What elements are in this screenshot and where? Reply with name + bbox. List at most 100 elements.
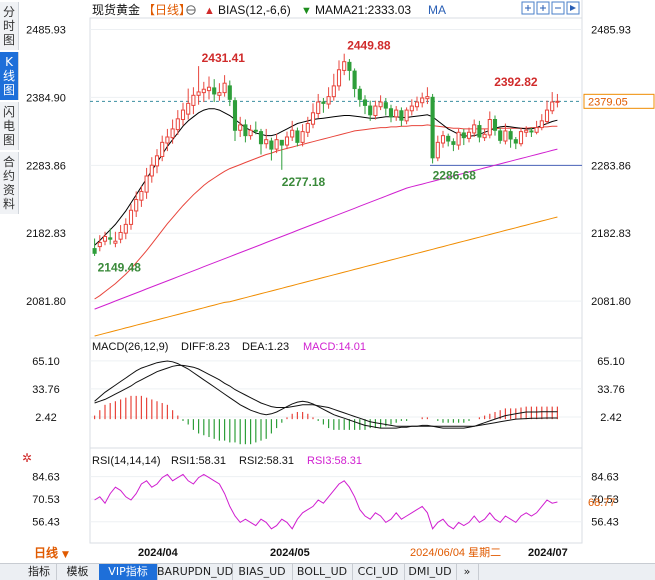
date-label-jul: 2024/07 bbox=[528, 547, 568, 559]
macd-diff: DIFF:8.23 bbox=[181, 341, 230, 353]
rsi-tick-right: 70.53 bbox=[591, 494, 619, 506]
tab-more[interactable]: » bbox=[456, 564, 479, 580]
candle-body bbox=[508, 131, 513, 140]
ma-orange-line bbox=[94, 216, 558, 337]
candle-body bbox=[347, 61, 352, 71]
rsi-rsi3: RSI3:58.31 bbox=[307, 455, 362, 467]
tab-boll-ud[interactable]: BOLL_UD bbox=[292, 564, 353, 580]
rsi-tick-left: 84.63 bbox=[32, 472, 60, 484]
scroll-right-icon-glyph bbox=[570, 5, 576, 11]
candle-body bbox=[513, 139, 518, 144]
macd-dea-line bbox=[94, 364, 558, 427]
candle-body bbox=[92, 248, 97, 254]
candle-body bbox=[274, 139, 279, 150]
header-period: 【日线】 bbox=[143, 3, 191, 17]
candle-body bbox=[310, 112, 316, 125]
price-tick-right: 2485.93 bbox=[591, 24, 631, 36]
price-tick-left: 2485.93 bbox=[26, 24, 66, 36]
macd-tick-left: 65.10 bbox=[32, 356, 60, 368]
candle-body bbox=[118, 231, 123, 240]
period-selector-button[interactable]: 日线 ▼ bbox=[18, 544, 90, 562]
candle-body bbox=[144, 175, 149, 193]
candle-body bbox=[134, 199, 139, 212]
candles bbox=[92, 53, 560, 256]
candle-body bbox=[331, 85, 336, 98]
current-price-label: 2379.05 bbox=[588, 96, 628, 108]
annotation-high-1: 2431.41 bbox=[202, 51, 246, 65]
candle-body bbox=[139, 190, 144, 201]
candle-body bbox=[243, 124, 248, 137]
candle-body bbox=[217, 92, 222, 96]
candle-body bbox=[212, 87, 217, 95]
candle-body bbox=[258, 131, 264, 145]
candle-body bbox=[388, 108, 394, 118]
candle-body bbox=[420, 97, 425, 104]
candle-body bbox=[222, 82, 227, 94]
candle-body bbox=[446, 135, 451, 142]
candle-body bbox=[316, 101, 321, 114]
tab-lightning[interactable]: 闪电图 bbox=[0, 102, 19, 150]
rsi-current-label: 68.77 bbox=[588, 497, 616, 509]
price-grid: 2485.932485.932384.902384.902283.862283.… bbox=[26, 24, 655, 308]
tab-dmi-ud-label: DMI_UD bbox=[408, 565, 452, 578]
macd-tick-right: 33.76 bbox=[597, 384, 625, 396]
candle-body bbox=[290, 129, 295, 138]
tab-kline[interactable]: K线图 bbox=[0, 52, 19, 100]
candle-body bbox=[378, 101, 383, 108]
rsi-tick-left: 56.43 bbox=[32, 517, 60, 529]
macd-tick-left: 2.42 bbox=[35, 412, 56, 424]
candle-body bbox=[368, 105, 373, 116]
tab-kline-label: K线图 bbox=[2, 55, 15, 97]
tab-templates[interactable]: 模板 bbox=[56, 564, 100, 580]
candle-body bbox=[487, 119, 492, 136]
main-panel-frame bbox=[89, 17, 583, 339]
price-tick-left: 2081.80 bbox=[26, 296, 66, 308]
header-name: 现货黄金 bbox=[92, 2, 140, 17]
price-tick-right: 2081.80 bbox=[591, 296, 631, 308]
candle-body bbox=[279, 139, 284, 146]
tab-timeshare-label: 分时图 bbox=[2, 5, 15, 47]
candle-body bbox=[300, 131, 305, 143]
rsi-line bbox=[94, 473, 558, 530]
rsi-settings-icon[interactable]: ✲ bbox=[22, 451, 32, 465]
candle-body bbox=[206, 86, 212, 92]
ma-label: MA bbox=[428, 3, 446, 17]
candle-body bbox=[373, 105, 378, 116]
candle-body bbox=[440, 135, 446, 144]
candle-body bbox=[461, 132, 466, 139]
macd-tick-right: 2.42 bbox=[600, 412, 621, 424]
tab-contract-info[interactable]: 合约资料 bbox=[0, 152, 19, 214]
candle-body bbox=[336, 69, 342, 87]
candle-body bbox=[201, 88, 206, 94]
tab-more-label: » bbox=[463, 565, 471, 578]
tab-dmi-ud[interactable]: DMI_UD bbox=[404, 564, 457, 580]
candle-body bbox=[186, 102, 191, 115]
candle-body bbox=[269, 140, 274, 150]
tab-barupdn-ud-label: BARUPDN_UD bbox=[157, 565, 234, 578]
candle-body bbox=[477, 125, 482, 138]
annotation-low-3: 2286.68 bbox=[433, 168, 477, 182]
candle-body bbox=[451, 141, 456, 145]
tab-indicators[interactable]: 指标 bbox=[22, 564, 57, 580]
candle-body bbox=[456, 131, 461, 146]
tab-templates-label: 模板 bbox=[66, 565, 89, 578]
tab-timeshare[interactable]: 分时图 bbox=[0, 2, 19, 50]
tab-cci-ud[interactable]: CCI_UD bbox=[352, 564, 405, 580]
rsi-tick-right: 84.63 bbox=[591, 472, 619, 484]
candle-body bbox=[503, 130, 508, 142]
macd-diff-line bbox=[94, 360, 558, 429]
bias-label: BIAS(12,-6,6) bbox=[218, 3, 291, 17]
settings-icon[interactable] bbox=[186, 5, 196, 15]
candle-body bbox=[404, 109, 409, 122]
tab-bias-ud[interactable]: BIAS_UD bbox=[232, 564, 293, 580]
date-label-may: 2024/05 bbox=[270, 547, 310, 559]
tab-barupdn-ud[interactable]: BARUPDN_UD bbox=[157, 564, 233, 580]
candle-body bbox=[342, 61, 347, 71]
fit-icon-glyph bbox=[525, 5, 531, 11]
candle-body bbox=[383, 102, 388, 109]
tab-vip-indicators[interactable]: VIP指标 bbox=[99, 564, 158, 580]
candle-body bbox=[425, 96, 430, 100]
annotation-high-2: 2449.88 bbox=[347, 39, 391, 53]
candle-body bbox=[160, 141, 165, 157]
